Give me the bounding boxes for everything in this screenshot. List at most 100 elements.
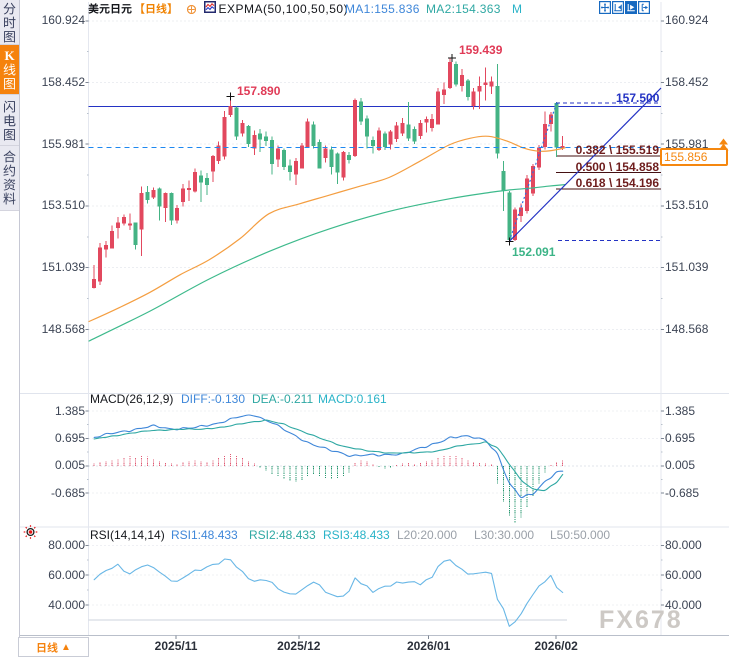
trendlines xyxy=(508,87,662,242)
sidebar: K xyxy=(0,0,20,657)
macd-y-label-left: 0.005 xyxy=(54,458,85,473)
rsi-header-l20: L20:20.000 xyxy=(397,527,458,542)
main-y-label-left: 155.981 xyxy=(41,136,85,151)
symbol-title xyxy=(88,2,132,14)
sidebar-tabstrip: K xyxy=(0,0,19,211)
macd-y-label-left: -0.685 xyxy=(50,485,85,500)
cjk-glyph xyxy=(156,2,167,14)
toolbar-axis-compress-icon[interactable] xyxy=(611,1,624,14)
macd-y-label-right: 0.005 xyxy=(665,458,696,473)
peak-annotation-159439: 159.439 xyxy=(459,43,503,57)
main-y-label-left: 160.924 xyxy=(41,13,85,28)
period-tag xyxy=(134,2,178,14)
candlestick-series xyxy=(92,57,565,289)
rsi-y-label-left: 80.000 xyxy=(48,537,85,552)
cjk-glyph xyxy=(99,3,110,14)
cjk-glyph xyxy=(3,164,15,177)
chart-frame xyxy=(19,2,729,636)
tab-label-char xyxy=(3,192,16,205)
mini-chart-icon[interactable] xyxy=(204,1,216,13)
toolbar-step-forward-icon[interactable] xyxy=(637,1,650,14)
cjk-glyph xyxy=(121,3,132,14)
tab-label-char xyxy=(3,30,16,43)
fibonacci-lines xyxy=(556,155,661,190)
toolbar-pan-crosshair-icon[interactable] xyxy=(598,1,611,14)
tab-label-char xyxy=(3,164,16,177)
rsi-y-label-left: 60.000 xyxy=(48,567,85,582)
main-y-label-right: 160.924 xyxy=(665,13,709,28)
cjk-glyph xyxy=(3,2,16,15)
toolbar-axis-expand-icon[interactable] xyxy=(624,1,637,14)
main-y-label-right: 155.981 xyxy=(665,136,709,151)
tab-label-char xyxy=(3,100,16,113)
projection-label-157500: 157.500 xyxy=(616,91,660,105)
x-axis-label: 2026/02 xyxy=(534,639,578,653)
cjk-glyph xyxy=(3,62,16,75)
sidebar-tab-contract-info[interactable] xyxy=(0,146,19,211)
cjk-glyph xyxy=(88,2,99,14)
tab-label-char: K xyxy=(4,48,15,63)
cjk-glyph xyxy=(4,77,15,89)
tab-label-char xyxy=(3,128,16,141)
expma-lines xyxy=(88,135,566,342)
peak-markers xyxy=(226,53,514,246)
triangle-up-icon: ▲ xyxy=(61,641,71,653)
cjk-glyph xyxy=(3,178,16,191)
tab-label-char xyxy=(3,62,16,76)
tab-label-char xyxy=(3,150,16,163)
macd-y-label-right: 0.695 xyxy=(665,430,696,445)
cjk-glyph xyxy=(47,641,58,653)
circle-plus-icon[interactable] xyxy=(187,5,196,14)
x-axis-label: 2026/01 xyxy=(406,639,451,653)
main-y-label-right: 148.568 xyxy=(665,321,709,336)
cjk-glyph xyxy=(167,2,171,14)
main-y-label-right: 158.452 xyxy=(665,75,709,90)
period-selector[interactable]: ▲ xyxy=(18,637,89,657)
fib-label-500: 0.500 \ 154.858 xyxy=(575,159,659,174)
gridlines xyxy=(88,20,661,606)
main-y-label-left: 158.452 xyxy=(41,75,85,90)
macd-y-label-right: 1.385 xyxy=(665,403,696,418)
sidebar-tab-time-chart[interactable] xyxy=(0,0,19,45)
cjk-glyph xyxy=(4,128,15,140)
peak-annotation-157890: 157.890 xyxy=(237,84,281,98)
main-y-label-left: 151.039 xyxy=(41,260,85,275)
cjk-glyph xyxy=(4,16,16,28)
macd-header-name: MACD(26,12,9) xyxy=(90,392,174,406)
macd-header-dea: DEA:-0.211 xyxy=(252,392,314,406)
period-selector-label xyxy=(36,641,58,653)
rsi-header-name: RSI(14,14,14) xyxy=(90,527,165,542)
tab-label-char xyxy=(3,16,16,29)
tab-label-char xyxy=(3,2,16,15)
sidebar-tab-flash-chart[interactable] xyxy=(0,95,19,146)
rsi-y-label-left: 40.000 xyxy=(48,597,85,612)
main-y-label-left: 153.510 xyxy=(41,198,85,213)
cjk-glyph xyxy=(141,2,145,14)
indicator-name: EXPMA(50,100,50,50) xyxy=(218,1,349,16)
cjk-glyph xyxy=(3,192,16,205)
cjk-glyph xyxy=(37,642,46,653)
macd-y-label-left: 0.695 xyxy=(54,430,85,445)
cjk-glyph xyxy=(3,150,16,163)
axis-ticks xyxy=(85,20,664,639)
macd-header-diff: DIFF:-0.130 xyxy=(181,392,246,406)
sidebar-tab-kline-chart[interactable]: K xyxy=(0,45,19,95)
cjk-glyph xyxy=(4,30,15,42)
rsi-header-rsi3: RSI3:48.433 xyxy=(323,527,390,542)
tab-label-char xyxy=(3,114,16,127)
flash-indicator-icon xyxy=(23,525,38,539)
projection-dashed-lines xyxy=(556,102,661,242)
tab-label-char xyxy=(3,178,16,191)
cjk-glyph xyxy=(146,3,155,14)
watermark: FX678 xyxy=(599,606,683,634)
rsi-y-label-right: 40.000 xyxy=(665,597,702,612)
rsi-y-label-right: 80.000 xyxy=(665,537,702,552)
macd-header-macd: MACD:0.161 xyxy=(318,392,387,406)
low-annotation-152091: 152.091 xyxy=(512,245,556,259)
rsi-header-rsi2: RSI2:48.433 xyxy=(249,527,316,542)
x-axis-label: 2025/11 xyxy=(154,639,198,653)
rsi-header-rsi1: RSI1:48.433 xyxy=(171,527,238,542)
main-y-label-right: 153.510 xyxy=(665,198,709,213)
